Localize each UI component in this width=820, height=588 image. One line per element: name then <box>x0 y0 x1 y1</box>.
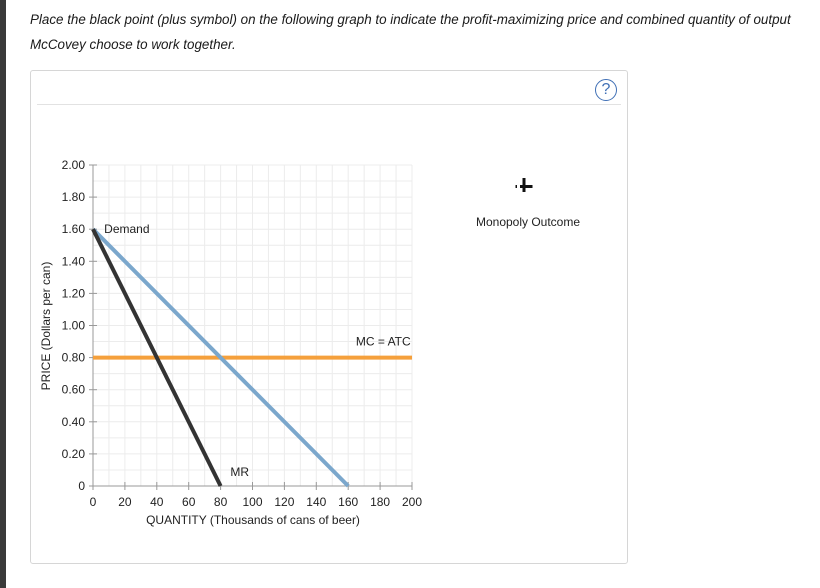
series-labels: Demand MR MC = ATC <box>104 222 411 479</box>
graph-canvas[interactable]: 0 20 40 60 80 100 120 140 160 180 200 0 0.20 0.40 0.60… <box>31 71 627 563</box>
x-axis-label: QUANTITY (Thousands of cans of beer) <box>146 513 360 527</box>
y-tick-label: 0.40 <box>62 415 86 429</box>
y-tick-label: 1.20 <box>62 286 86 300</box>
y-tick-label: 1.00 <box>62 319 86 333</box>
palette-label: Monopoly Outcome <box>476 215 580 229</box>
help-button[interactable]: ? <box>595 79 617 101</box>
plus-symbol-icon[interactable] <box>515 178 533 195</box>
curves <box>91 227 412 488</box>
x-tick-label: 100 <box>242 495 262 509</box>
curve-demand <box>91 227 350 488</box>
ticks: 0 20 40 60 80 100 120 140 160 180 200 0 0.20 0.40 0.60… <box>62 158 423 509</box>
x-tick-label: 160 <box>338 495 358 509</box>
panel-header-divider <box>37 104 621 105</box>
instruction-line-2: McCovey choose to work together. <box>30 37 236 52</box>
y-tick-label: 1.40 <box>62 254 86 268</box>
y-tick-label: 1.80 <box>62 190 86 204</box>
x-tick-label: 80 <box>214 495 228 509</box>
series-label-demand: Demand <box>104 222 149 236</box>
graph-panel: ? 0 20 40 60 80 100 120 140 160 180 200 0 0.20 0.40 0.… <box>30 70 628 564</box>
y-tick-label: 2.00 <box>62 158 86 172</box>
x-tick-label: 180 <box>370 495 390 509</box>
y-tick-label: 0.20 <box>62 447 86 461</box>
x-tick-label: 0 <box>90 495 97 509</box>
grid-lines <box>92 164 413 487</box>
y-tick-label: 0.60 <box>62 383 86 397</box>
x-tick-label: 200 <box>402 495 422 509</box>
palette-plus-tool[interactable] <box>515 178 533 195</box>
curve-mr <box>91 228 223 487</box>
series-label-mc-atc: MC = ATC <box>356 335 411 349</box>
y-tick-label: 0 <box>78 479 85 493</box>
y-axis-label: PRICE (Dollars per can) <box>39 262 53 391</box>
left-edge-bar <box>0 0 6 588</box>
y-tick-label: 1.60 <box>62 222 86 236</box>
x-tick-label: 40 <box>150 495 164 509</box>
x-tick-label: 140 <box>306 495 326 509</box>
instruction-line-1: Place the black point (plus symbol) on t… <box>30 12 791 27</box>
y-tick-label: 0.80 <box>62 351 86 365</box>
series-label-mr: MR <box>230 465 249 479</box>
x-tick-label: 120 <box>274 495 294 509</box>
x-tick-label: 60 <box>182 495 196 509</box>
x-tick-label: 20 <box>118 495 132 509</box>
